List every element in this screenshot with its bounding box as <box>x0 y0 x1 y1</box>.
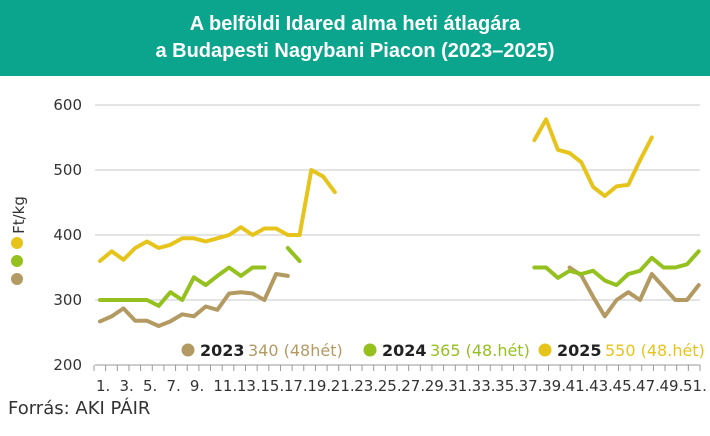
y-tick-label: 300 <box>53 291 82 309</box>
legend-note-2025: 550 (48.hét) <box>605 341 705 360</box>
x-tick-label: 23. <box>354 377 378 395</box>
x-tick-label: 21. <box>331 377 355 395</box>
x-tick-label: 1. <box>96 377 110 395</box>
y-tick-label: 400 <box>53 226 82 244</box>
x-tick-label: 3. <box>119 377 133 395</box>
y-tick-label: 500 <box>53 161 82 179</box>
series-line-2024 <box>285 246 302 263</box>
x-tick-label: 51. <box>683 377 707 395</box>
y-tick-label: 200 <box>53 356 82 374</box>
chart-title-line-1: A belföldi Idared alma heti átlagára <box>189 13 521 35</box>
x-tick-label: 15. <box>260 377 284 395</box>
chart-title-line-2: a Budapesti Nagybani Piacon (2023–2025) <box>155 40 555 62</box>
series-line-2024 <box>98 265 267 308</box>
y-tick-label: 600 <box>53 96 82 114</box>
x-tick-label: 5. <box>143 377 157 395</box>
x-tick-label: 19. <box>307 377 331 395</box>
x-tick-label: 25. <box>378 377 402 395</box>
x-tick-label: 9. <box>190 377 204 395</box>
x-tick-label: 37. <box>519 377 543 395</box>
x-tick-label: 49. <box>660 377 684 395</box>
y-axis-label: Ft/kg <box>10 196 28 234</box>
legend-year-2023: 2023 <box>200 341 245 360</box>
x-tick-label: 39. <box>542 377 566 395</box>
x-tick-label: 35. <box>495 377 519 395</box>
series-line-2023 <box>567 265 701 319</box>
series-line-2025 <box>532 117 654 198</box>
legend-dot-2024 <box>363 343 377 357</box>
x-tick-label: 45. <box>613 377 637 395</box>
legend-year-2024: 2024 <box>382 341 427 360</box>
x-tick-label: 13. <box>237 377 261 395</box>
legend-dot-2023 <box>181 343 195 357</box>
x-tick-label: 33. <box>472 377 496 395</box>
series-line-2025 <box>98 168 337 263</box>
legend-note-2023: 340 (48hét) <box>248 341 343 360</box>
source-note: Forrás: AKI PÁIR <box>8 398 151 419</box>
legend-year-2025: 2025 <box>557 341 602 360</box>
series-line-2023 <box>98 272 290 328</box>
x-tick-label: 41. <box>566 377 590 395</box>
x-tick-label: 29. <box>425 377 449 395</box>
x-tick-label: 11. <box>213 377 237 395</box>
x-tick-label: 7. <box>166 377 180 395</box>
legend-dot-2025 <box>538 343 552 357</box>
legend-marker-2024 <box>11 255 23 267</box>
chart-title: A belföldi Idared alma heti átlagára a B… <box>0 0 710 76</box>
legend-marker-2023 <box>11 273 23 285</box>
legend-note-2024: 365 (48.hét) <box>430 341 530 360</box>
x-tick-label: 17. <box>284 377 308 395</box>
x-tick-label: 43. <box>589 377 613 395</box>
legend-marker-2025 <box>11 237 23 249</box>
x-tick-label: 31. <box>448 377 472 395</box>
x-tick-label: 47. <box>636 377 660 395</box>
x-tick-label: 27. <box>401 377 425 395</box>
series-line-2024 <box>532 249 701 288</box>
